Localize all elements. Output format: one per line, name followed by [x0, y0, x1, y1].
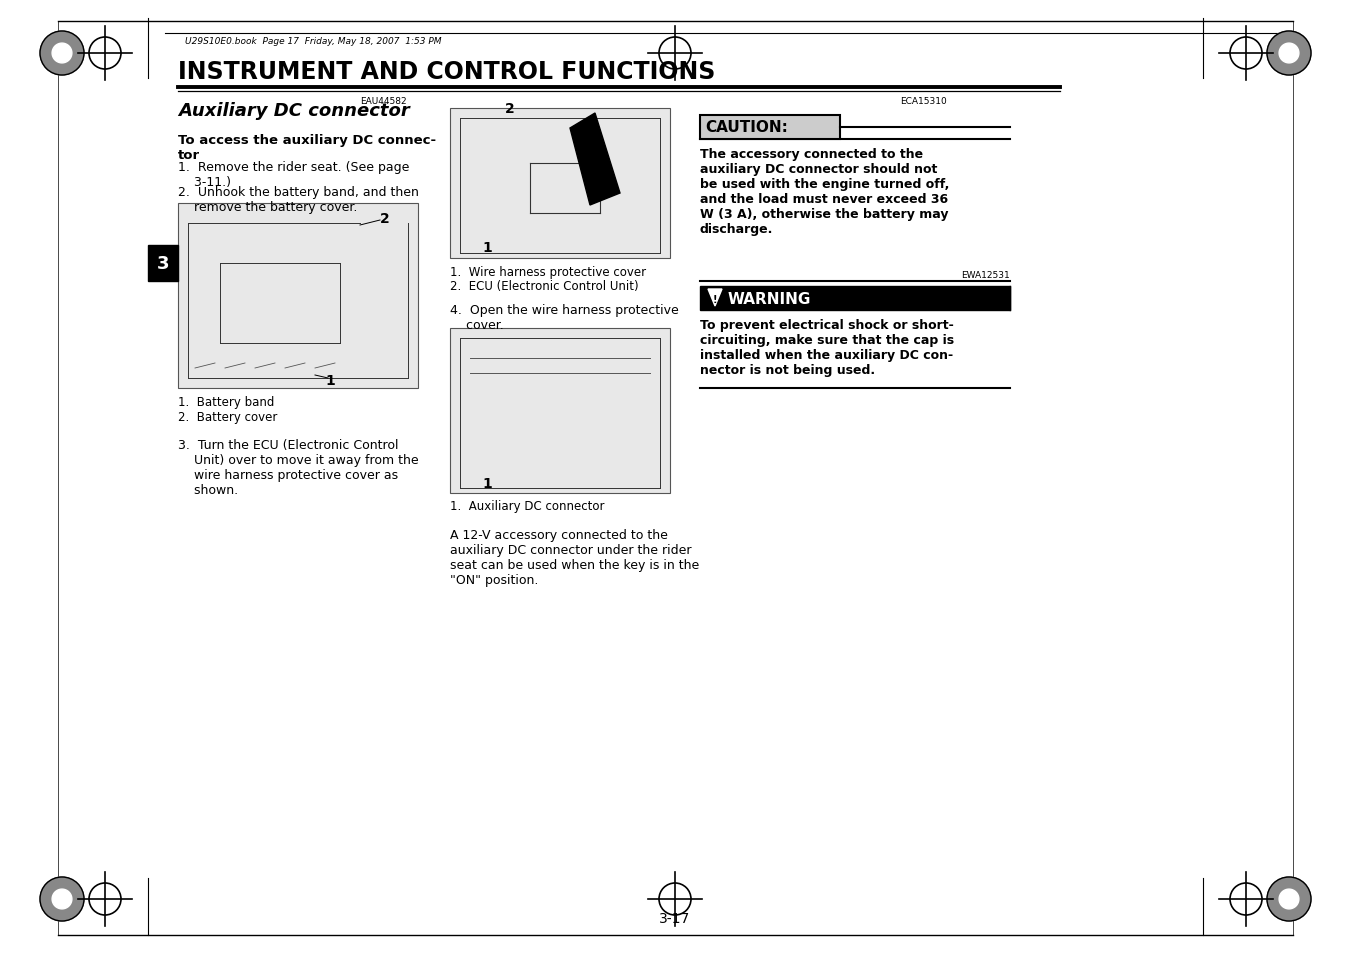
- FancyBboxPatch shape: [450, 109, 670, 258]
- Text: A 12-V accessory connected to the
auxiliary DC connector under the rider
seat ca: A 12-V accessory connected to the auxili…: [450, 529, 700, 586]
- Text: 4.  Open the wire harness protective
    cover.: 4. Open the wire harness protective cove…: [450, 304, 678, 332]
- Text: Auxiliary DC connector: Auxiliary DC connector: [178, 102, 409, 120]
- Text: 2: 2: [380, 212, 390, 226]
- Text: 3-17: 3-17: [659, 911, 690, 925]
- FancyBboxPatch shape: [700, 287, 1011, 311]
- Text: 1.  Auxiliary DC connector: 1. Auxiliary DC connector: [450, 499, 604, 513]
- FancyBboxPatch shape: [450, 329, 670, 494]
- FancyBboxPatch shape: [149, 246, 178, 282]
- Text: EAU44582: EAU44582: [359, 96, 407, 106]
- Text: 1: 1: [482, 241, 492, 254]
- Text: To prevent electrical shock or short-
circuiting, make sure that the cap is
inst: To prevent electrical shock or short- ci…: [700, 318, 954, 376]
- Text: ECA15310: ECA15310: [900, 96, 947, 106]
- Text: 2: 2: [505, 102, 515, 116]
- Circle shape: [1267, 877, 1310, 921]
- Circle shape: [41, 32, 84, 76]
- Polygon shape: [708, 290, 721, 307]
- Text: To access the auxiliary DC connec-
tor: To access the auxiliary DC connec- tor: [178, 133, 436, 162]
- Text: EWA12531: EWA12531: [962, 271, 1011, 279]
- Text: INSTRUMENT AND CONTROL FUNCTIONS: INSTRUMENT AND CONTROL FUNCTIONS: [178, 60, 716, 84]
- Circle shape: [1267, 32, 1310, 76]
- Text: 1.  Battery band: 1. Battery band: [178, 395, 274, 409]
- FancyBboxPatch shape: [178, 204, 417, 389]
- Circle shape: [53, 889, 72, 909]
- Circle shape: [53, 44, 72, 64]
- Text: 2.  ECU (Electronic Control Unit): 2. ECU (Electronic Control Unit): [450, 280, 639, 293]
- FancyBboxPatch shape: [700, 116, 839, 140]
- Text: 1: 1: [326, 374, 335, 388]
- Text: The accessory connected to the
auxiliary DC connector should not
be used with th: The accessory connected to the auxiliary…: [700, 148, 950, 235]
- Text: 2.  Unhook the battery band, and then
    remove the battery cover.: 2. Unhook the battery band, and then rem…: [178, 186, 419, 213]
- Text: 1.  Wire harness protective cover: 1. Wire harness protective cover: [450, 266, 646, 278]
- Text: 1.  Remove the rider seat. (See page
    3-11.): 1. Remove the rider seat. (See page 3-11…: [178, 161, 409, 189]
- Text: 2.  Battery cover: 2. Battery cover: [178, 411, 277, 423]
- Text: CAUTION:: CAUTION:: [705, 120, 788, 135]
- Text: U29S10E0.book  Page 17  Friday, May 18, 2007  1:53 PM: U29S10E0.book Page 17 Friday, May 18, 20…: [185, 37, 442, 47]
- Polygon shape: [570, 113, 620, 206]
- Circle shape: [41, 877, 84, 921]
- Text: !: !: [713, 294, 717, 305]
- Circle shape: [1279, 44, 1298, 64]
- Text: 1: 1: [482, 476, 492, 491]
- Circle shape: [1279, 889, 1298, 909]
- Text: 3: 3: [157, 254, 169, 273]
- Text: WARNING: WARNING: [728, 292, 812, 306]
- Text: 3.  Turn the ECU (Electronic Control
    Unit) over to move it away from the
   : 3. Turn the ECU (Electronic Control Unit…: [178, 438, 419, 497]
